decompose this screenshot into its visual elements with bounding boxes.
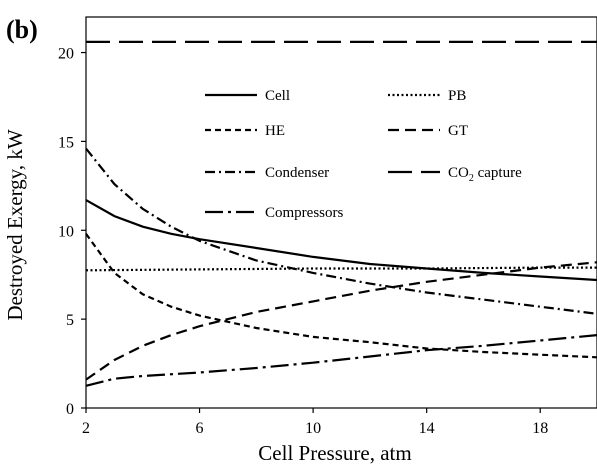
y-tick-label: 5 [66, 312, 74, 329]
y-tick-label: 0 [66, 401, 74, 418]
legend-label-compressors: Compressors [265, 205, 343, 221]
series-line-condenser [85, 147, 597, 315]
legend-label-cell: Cell [265, 88, 290, 104]
legend: Cell PB HE GT Condenser CO2 capture Compressor… [205, 88, 522, 221]
x-tick-label: 6 [196, 420, 204, 437]
y-tick-label: 10 [58, 223, 74, 240]
axis-ticks: 2 6 10 14 18 0 5 10 15 20 [58, 46, 548, 437]
x-tick-label: 10 [305, 420, 321, 437]
series-line-compressors [85, 334, 597, 387]
series-line-cell [85, 199, 597, 282]
y-axis-label: Destroyed Exergy, kW [3, 129, 27, 320]
legend-label-condenser: Condenser [265, 165, 329, 181]
legend-label-pb: PB [448, 88, 466, 104]
x-tick-label: 14 [419, 420, 435, 437]
series-line-gt [85, 261, 597, 381]
x-tick-label: 2 [82, 420, 90, 437]
panel-label: (b) [6, 15, 38, 44]
x-tick-label: 18 [532, 420, 548, 437]
y-tick-label: 20 [58, 46, 74, 63]
plot-frame [85, 16, 597, 409]
legend-label-he: HE [265, 123, 285, 139]
y-tick-label: 15 [58, 134, 74, 151]
legend-label-co2-capture: CO2 capture [448, 165, 522, 184]
series-layer [85, 40, 597, 387]
legend-label-gt: GT [448, 123, 468, 139]
series-line-he [85, 233, 597, 359]
x-axis-label: Cell Pressure, atm [258, 441, 411, 465]
